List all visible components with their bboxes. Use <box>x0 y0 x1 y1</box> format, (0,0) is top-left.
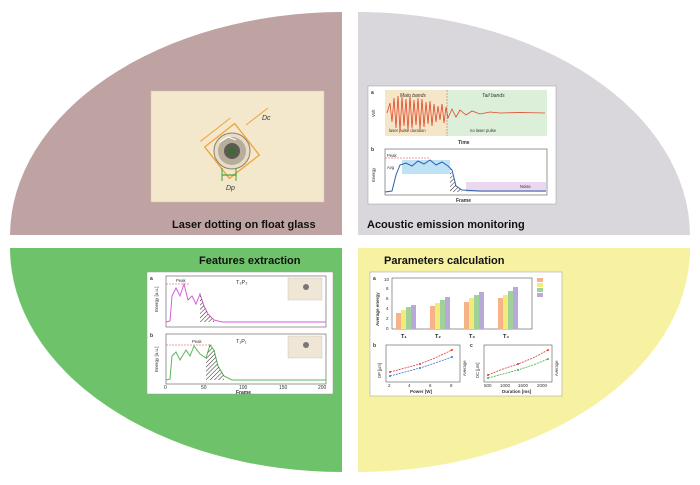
c-x-ticks: 500 1000 1500 2000 <box>484 383 548 388</box>
laser-pulse-duration-label: laser pulse duration <box>389 128 426 133</box>
glass-micrograph-panel: Dc Dp <box>150 90 325 203</box>
average-energy-axis-label: Average energy <box>375 292 380 326</box>
series-label-a: T₃P₃ <box>236 280 248 286</box>
peak-label-b: Peak <box>192 339 202 344</box>
bar-group-2 <box>430 297 450 329</box>
x-tick: 200 <box>318 385 327 391</box>
y-tick: 10 <box>384 277 390 282</box>
features-b-tag: b <box>150 333 153 339</box>
x-tick: 50 <box>201 385 207 391</box>
frame-axis-label: Frame <box>456 198 471 204</box>
bar-legend <box>537 278 543 297</box>
no-laser-pulse-label: no laser pulse <box>470 128 497 133</box>
acoustic-emission-panel: a Main bands Tail bands laser pulse dura… <box>367 85 557 205</box>
quadrant-label-top-right: Acoustic emission monitoring <box>367 219 525 231</box>
series-label-b: T₁P₁ <box>236 339 247 345</box>
x-tick: 100 <box>239 385 248 391</box>
x-tick: 1500 <box>518 383 529 388</box>
y-tick: 6 <box>386 296 389 301</box>
average-label: Avg <box>387 165 395 170</box>
group-label: T₃ <box>469 334 475 340</box>
x-tick: 6 <box>429 383 432 388</box>
dp-axis-label: DP [µm] <box>377 363 382 378</box>
quadrant-label-bottom-right: Parameters calculation <box>384 255 505 267</box>
dc-axis-label: DC [µm] <box>475 363 480 378</box>
group-labels: T₁ T₂ T₃ T₄ <box>401 334 509 340</box>
x-tick: 2 <box>388 383 391 388</box>
average-axis-label-b: Average <box>462 360 467 376</box>
dc-measurement-box <box>200 117 261 180</box>
laser-dot-crater <box>213 132 251 170</box>
y-tick-labels: 0 2 4 6 8 10 <box>384 277 390 331</box>
subplot-a-tag: a <box>371 90 374 96</box>
params-b-tag: b <box>373 343 376 349</box>
duration-axis-label: Duration [ms] <box>502 389 532 394</box>
bar-group-3 <box>464 292 484 329</box>
dp-label: Dp <box>226 185 235 192</box>
bar-group-4 <box>498 287 518 329</box>
x-tick: 1000 <box>500 383 511 388</box>
peak-label: Peak <box>387 153 397 158</box>
x-tick: 8 <box>450 383 453 388</box>
y-tick: 2 <box>386 316 389 321</box>
noise-label: Noise <box>520 184 531 189</box>
time-axis-label: Time <box>458 140 470 146</box>
dc-label: Dc <box>262 115 271 122</box>
dp-measurement <box>221 168 237 181</box>
x-tick-labels: 0 50 100 150 200 <box>164 385 327 391</box>
average-axis-label-c: Average <box>554 360 559 376</box>
features-panel: a Peak T₃P₃ Energy [a.u.] b Peak T₁P₁ En… <box>146 271 334 396</box>
group-label: T₂ <box>435 334 441 340</box>
b-x-ticks: 2 4 6 8 <box>388 383 453 388</box>
params-a-tag: a <box>373 276 376 282</box>
energy-axis-label-a: Energy [a.u.] <box>154 286 159 312</box>
x-tick: 4 <box>408 383 411 388</box>
features-a-tag: a <box>150 276 153 282</box>
raw-waveform <box>386 95 546 132</box>
parameters-panel: a 0 2 4 6 8 10 <box>369 271 563 397</box>
y-tick: 8 <box>386 286 389 291</box>
x-tick: 2000 <box>537 383 548 388</box>
params-c-tag: c <box>470 343 473 349</box>
x-tick: 500 <box>484 383 492 388</box>
x-tick: 0 <box>164 385 167 391</box>
energy-curve <box>384 159 546 193</box>
group-label: T₄ <box>503 334 509 340</box>
peak-label-a: Peak <box>176 278 186 283</box>
energy-axis-label: Energy <box>371 167 376 182</box>
quadrant-label-top-left: Laser dotting on float glass <box>172 219 316 231</box>
power-axis-label: Power [W] <box>410 389 433 394</box>
bar-group-1 <box>396 305 416 329</box>
volt-axis-label: Volt <box>371 109 376 117</box>
subplot-b-tag: b <box>371 147 374 153</box>
x-tick: 150 <box>279 385 288 391</box>
y-tick: 0 <box>386 326 389 331</box>
y-tick: 4 <box>386 306 389 311</box>
frame-axis-label: Frame <box>236 390 251 396</box>
main-bands-label: Main bands <box>400 93 426 99</box>
tail-bands-label: Tail bands <box>482 93 505 99</box>
energy-axis-label-b: Energy [a.u.] <box>154 346 159 372</box>
group-label: T₁ <box>401 334 407 340</box>
quadrant-label-bottom-left: Features extraction <box>199 255 301 267</box>
